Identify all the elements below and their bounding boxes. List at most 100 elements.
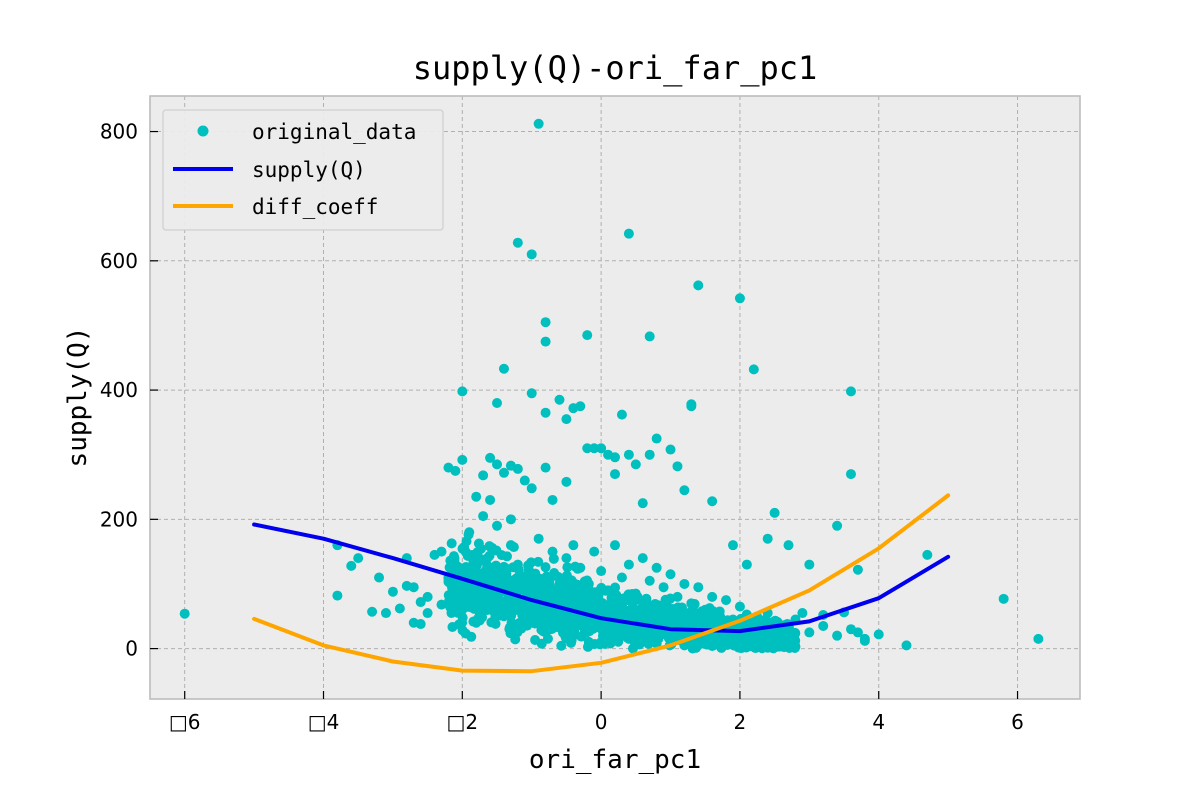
- data-point: [852, 564, 863, 575]
- data-point: [458, 598, 469, 609]
- data-point: [547, 494, 558, 505]
- data-point: [998, 593, 1009, 604]
- data-point: [478, 470, 489, 481]
- data-point: [563, 629, 574, 640]
- data-point: [562, 562, 573, 573]
- data-point: [600, 603, 611, 614]
- data-point: [422, 608, 433, 619]
- data-point: [488, 597, 499, 608]
- data-point: [508, 542, 519, 553]
- data-point: [644, 331, 655, 342]
- data-point: [658, 582, 669, 593]
- data-point: [651, 610, 662, 621]
- data-point: [611, 601, 622, 612]
- data-point: [832, 520, 843, 531]
- data-point: [742, 635, 753, 646]
- data-point: [579, 576, 590, 587]
- data-point: [693, 582, 704, 593]
- data-point: [457, 386, 468, 397]
- data-point: [594, 639, 605, 650]
- data-point: [784, 630, 795, 641]
- data-point: [797, 608, 808, 619]
- data-point: [461, 536, 472, 547]
- data-point: [644, 575, 655, 586]
- data-point: [661, 601, 672, 612]
- legend: original_data supply(Q) diff_coeff: [162, 109, 444, 231]
- data-point: [408, 582, 419, 593]
- data-point: [783, 540, 794, 551]
- data-point: [505, 628, 516, 639]
- data-point: [610, 452, 620, 463]
- data-point: [679, 578, 690, 589]
- data-point: [589, 546, 600, 557]
- data-point: [568, 540, 579, 551]
- data-point: [710, 609, 721, 620]
- x-tick-label: 0: [595, 710, 608, 734]
- data-point: [498, 467, 509, 478]
- data-point: [571, 595, 582, 606]
- x-tick-label: 4: [872, 710, 885, 734]
- data-point: [512, 237, 523, 248]
- data-point: [596, 582, 607, 593]
- data-point: [519, 475, 530, 486]
- data-point: [485, 452, 496, 463]
- data-point: [644, 449, 655, 460]
- x-tick-label: □2: [447, 710, 479, 734]
- data-point: [533, 533, 544, 544]
- data-point: [540, 462, 551, 473]
- x-tick-label: □6: [169, 710, 201, 734]
- data-point: [727, 540, 738, 551]
- data-point: [387, 586, 398, 597]
- data-point: [526, 483, 537, 494]
- data-point: [540, 407, 551, 418]
- data-point: [845, 624, 856, 635]
- data-point: [540, 579, 551, 590]
- data-point: [471, 586, 482, 597]
- data-point: [471, 491, 482, 502]
- data-point: [492, 459, 503, 470]
- data-point: [1033, 633, 1044, 644]
- data-point: [588, 592, 599, 603]
- data-point: [488, 563, 499, 574]
- data-point: [845, 386, 856, 397]
- data-point: [523, 584, 534, 595]
- y-tick-label: 800: [100, 120, 138, 144]
- data-point: [627, 589, 638, 600]
- data-point: [845, 469, 856, 480]
- data-point: [474, 606, 485, 617]
- data-point: [662, 611, 673, 622]
- data-point: [457, 454, 468, 465]
- data-point: [460, 628, 471, 639]
- data-point: [804, 559, 815, 570]
- data-point: [478, 511, 489, 522]
- y-tick-label: 0: [125, 637, 138, 661]
- data-point: [496, 550, 507, 561]
- legend-label-supply: supply(Q): [252, 158, 366, 182]
- data-point: [818, 620, 829, 631]
- data-point: [500, 563, 511, 574]
- data-point: [505, 514, 516, 525]
- data-point: [584, 584, 595, 595]
- data-point: [179, 608, 190, 619]
- data-point: [504, 606, 515, 617]
- data-point: [540, 336, 551, 347]
- data-point: [529, 618, 540, 629]
- data-point: [415, 597, 426, 608]
- data-point: [596, 443, 607, 454]
- x-axis-label: ori_far_pc1: [529, 745, 701, 775]
- data-point: [556, 640, 567, 651]
- data-point: [582, 330, 593, 341]
- data-point: [446, 607, 457, 618]
- data-point: [584, 603, 595, 614]
- data-point: [718, 634, 729, 645]
- data-point: [467, 549, 478, 560]
- data-point: [605, 638, 616, 649]
- x-tick-label: 6: [1011, 710, 1024, 734]
- data-point: [665, 593, 676, 604]
- data-point: [367, 606, 378, 617]
- data-point: [346, 560, 357, 571]
- data-point: [623, 449, 634, 460]
- data-point: [734, 601, 745, 612]
- data-point: [560, 578, 571, 589]
- line-diff-coeff: [252, 493, 951, 674]
